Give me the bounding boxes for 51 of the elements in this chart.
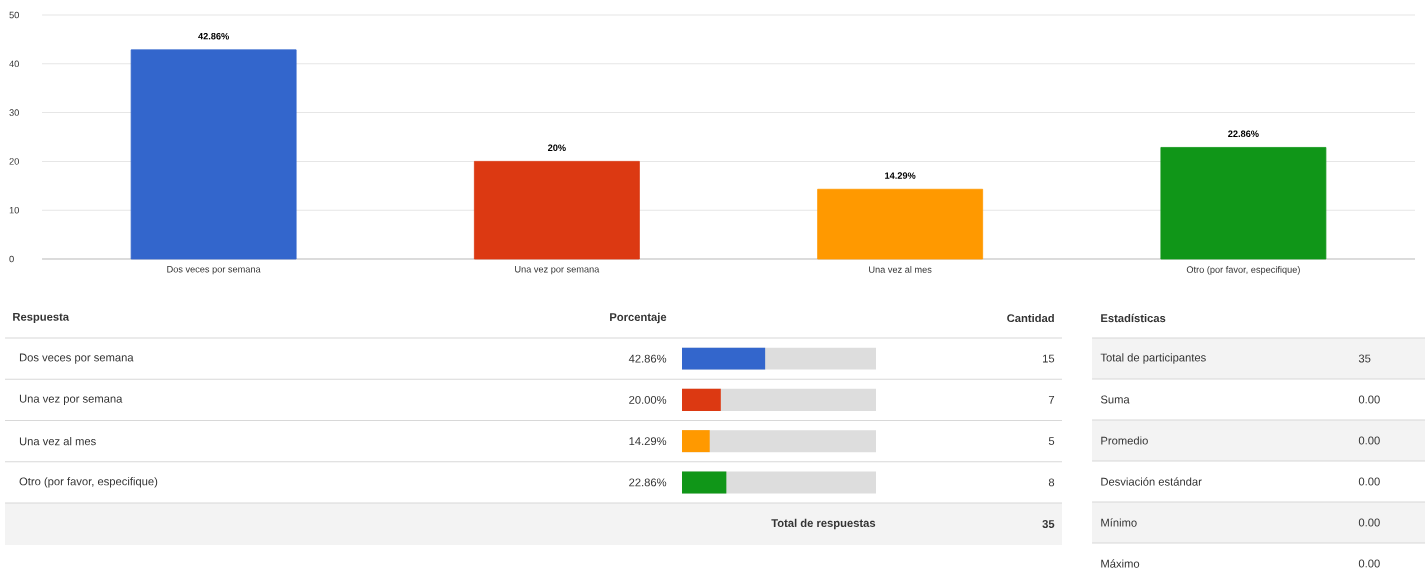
y-tick-label: 50: [9, 11, 19, 19]
y-tick-label: 30: [9, 109, 19, 116]
data-label: 20%: [547, 144, 566, 152]
y-tick-label: 0: [9, 255, 14, 263]
data-label: 0.00: [1358, 477, 1380, 486]
data-label: 14.29%: [629, 437, 667, 446]
bar: [130, 49, 297, 260]
x-tick-label: Dos veces por semana: [167, 266, 261, 275]
data-label: 42.86%: [628, 354, 667, 363]
data-label: 0.00: [1358, 395, 1380, 404]
text: Respuesta: [13, 312, 70, 324]
text: Porcentaje: [610, 312, 667, 324]
x-tick-label: Una vez por semana: [515, 266, 600, 275]
text: Total de respuestas: [771, 518, 876, 530]
y-tick-label: Dos veces por semana: [19, 353, 134, 364]
text: 7: [1048, 396, 1055, 404]
category-label: Total de participantes: [1100, 353, 1206, 364]
y-tick-label: Una vez por semana: [19, 394, 123, 405]
data-label: 35: [1358, 354, 1371, 363]
bar: [682, 430, 710, 453]
category-label: Mínimo: [1101, 518, 1137, 527]
category-label: Desviación estándar: [1101, 477, 1202, 486]
bar: [1160, 147, 1327, 260]
data-label: 22.86%: [1228, 130, 1259, 138]
data-label: 0.00: [1358, 559, 1380, 568]
text: Cantidad: [1007, 313, 1054, 323]
y-tick-label: 20: [9, 158, 19, 165]
bar: [817, 188, 984, 260]
data-label: 0.00: [1358, 518, 1380, 527]
text: 8: [1048, 478, 1055, 487]
text: Estadísticas: [1101, 313, 1166, 323]
category-label: Promedio: [1101, 436, 1148, 445]
text: 5: [1048, 437, 1055, 446]
bar: [473, 161, 640, 260]
x-tick-label: Otro (por favor, especifique): [1186, 266, 1300, 275]
bar: [682, 388, 721, 411]
category-label: Suma: [1100, 395, 1130, 404]
text: 35: [1042, 520, 1055, 528]
y-tick-label: 10: [9, 206, 19, 214]
y-tick-label: 40: [9, 60, 19, 68]
data-label: 0.00: [1358, 436, 1380, 445]
y-tick-label: Una vez al mes: [19, 437, 96, 446]
category-label: Máximo: [1101, 559, 1140, 568]
x-tick-label: Una vez al mes: [869, 266, 932, 273]
bar: [682, 471, 727, 494]
data-label: 42.86%: [198, 32, 229, 40]
data-label: 20.00%: [629, 395, 667, 404]
data-label: 14.29%: [885, 172, 916, 179]
data-label: 22.86%: [629, 478, 667, 487]
y-tick-label: Otro (por favor, especifique): [19, 477, 158, 488]
text: 15: [1043, 354, 1055, 363]
